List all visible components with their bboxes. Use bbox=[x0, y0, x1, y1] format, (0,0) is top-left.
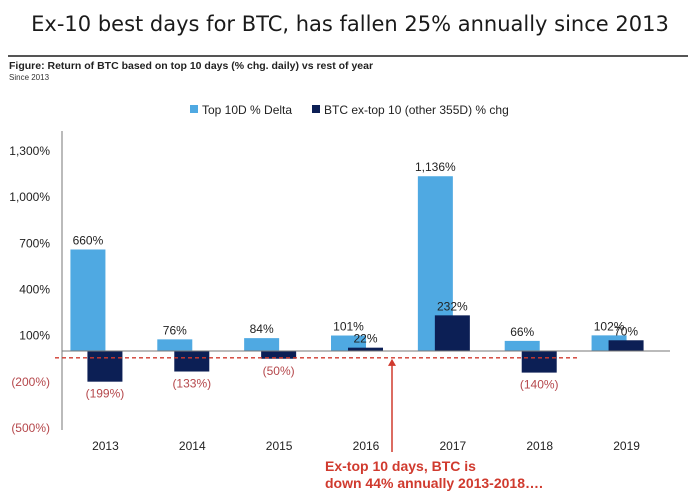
data-label: (199%) bbox=[86, 387, 125, 401]
data-label: (133%) bbox=[172, 377, 211, 391]
x-tick-label: 2016 bbox=[353, 439, 380, 453]
page-title: Ex-10 best days for BTC, has fallen 25% … bbox=[31, 12, 669, 36]
y-tick-label: (500%) bbox=[11, 421, 50, 435]
data-label: 66% bbox=[510, 325, 534, 339]
data-label: 84% bbox=[250, 322, 274, 336]
data-label: 76% bbox=[163, 323, 187, 337]
figure-caption: Figure: Return of BTC based on top 10 da… bbox=[9, 60, 374, 72]
annotation-line-1: Ex-top 10 days, BTC is bbox=[325, 458, 476, 474]
legend-swatch-0 bbox=[190, 105, 198, 113]
data-label: 660% bbox=[73, 233, 104, 247]
x-tick-label: 2018 bbox=[526, 439, 553, 453]
bar-btc-2015 bbox=[261, 351, 297, 359]
data-label: 1,136% bbox=[415, 160, 456, 174]
bar-btc-2017 bbox=[434, 315, 470, 352]
y-tick-label: 400% bbox=[19, 283, 50, 297]
figure-subcaption: Since 2013 bbox=[9, 73, 50, 82]
y-tick-label: (200%) bbox=[11, 375, 50, 389]
data-label: 102% bbox=[594, 319, 625, 333]
bar-top-2018 bbox=[504, 340, 540, 352]
x-tick-label: 2014 bbox=[179, 439, 206, 453]
data-label: 70% bbox=[614, 324, 638, 338]
bar-btc-2019 bbox=[608, 340, 644, 352]
y-tick-label: 700% bbox=[19, 236, 50, 250]
data-label: (140%) bbox=[520, 378, 559, 392]
x-tick-label: 2015 bbox=[266, 439, 293, 453]
bar-btc-2014 bbox=[174, 351, 210, 372]
annotation-line-2: down 44% annually 2013-2018…. bbox=[325, 475, 543, 491]
bar-top-2014 bbox=[157, 339, 193, 352]
data-label: 101% bbox=[333, 320, 364, 334]
bar-btc-2013 bbox=[87, 351, 123, 382]
x-tick-label: 2013 bbox=[92, 439, 119, 453]
bar-top-2015 bbox=[244, 338, 280, 352]
data-label: 22% bbox=[353, 332, 377, 346]
x-tick-label: 2019 bbox=[613, 439, 640, 453]
divider bbox=[8, 55, 688, 57]
legend-label-0: Top 10D % Delta bbox=[202, 103, 292, 117]
data-label: 232% bbox=[437, 299, 468, 313]
legend-label-1: BTC ex-top 10 (other 355D) % chg bbox=[324, 103, 509, 117]
y-tick-label: 100% bbox=[19, 329, 50, 343]
data-label: (50%) bbox=[263, 364, 295, 378]
bar-btc-2018 bbox=[521, 351, 557, 373]
bar-top-2013 bbox=[70, 249, 106, 352]
bar-top-2016 bbox=[331, 335, 366, 352]
y-tick-label: 1,300% bbox=[9, 144, 50, 158]
legend-swatch-1 bbox=[312, 105, 320, 113]
y-tick-label: 1,000% bbox=[9, 190, 50, 204]
annotation: Ex-top 10 days, BTC is down 44% annually… bbox=[325, 458, 543, 492]
x-tick-label: 2017 bbox=[440, 439, 467, 453]
bar-btc-2016 bbox=[348, 347, 383, 352]
arrow-head-icon bbox=[388, 358, 396, 366]
